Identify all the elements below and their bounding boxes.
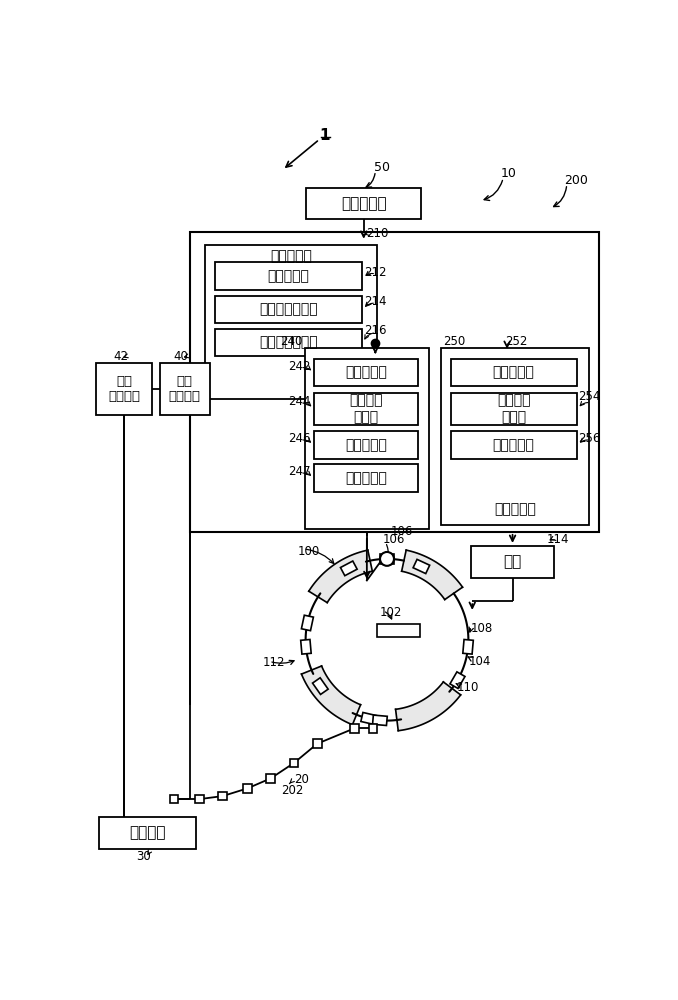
Text: 244: 244 — [287, 395, 311, 408]
FancyBboxPatch shape — [170, 795, 178, 803]
Bar — [372, 715, 387, 725]
Text: 42: 42 — [113, 350, 128, 363]
FancyBboxPatch shape — [351, 724, 359, 733]
Text: 256: 256 — [578, 432, 601, 445]
Polygon shape — [401, 550, 462, 600]
Text: 114: 114 — [546, 533, 569, 546]
FancyBboxPatch shape — [451, 431, 577, 459]
Text: 112: 112 — [263, 656, 285, 669]
FancyBboxPatch shape — [215, 329, 362, 356]
FancyBboxPatch shape — [290, 759, 298, 767]
FancyBboxPatch shape — [96, 363, 152, 415]
Text: 电源: 电源 — [504, 554, 521, 569]
Text: 254: 254 — [578, 390, 601, 403]
FancyBboxPatch shape — [218, 792, 227, 800]
Text: 214: 214 — [365, 295, 387, 308]
FancyBboxPatch shape — [369, 724, 378, 733]
Text: 第三存储部: 第三存储部 — [493, 366, 535, 380]
Bar — [361, 712, 376, 725]
Text: 110: 110 — [457, 681, 479, 694]
FancyBboxPatch shape — [215, 262, 362, 290]
Text: 200: 200 — [563, 174, 588, 187]
Text: 第一时钟生成部: 第一时钟生成部 — [259, 302, 318, 316]
FancyBboxPatch shape — [471, 546, 555, 578]
Text: 102: 102 — [379, 606, 401, 619]
Text: 250: 250 — [443, 335, 465, 348]
Text: 第二存储部: 第二存储部 — [345, 366, 387, 380]
FancyBboxPatch shape — [215, 296, 362, 323]
FancyBboxPatch shape — [306, 188, 421, 219]
Text: 106: 106 — [383, 533, 405, 546]
Bar — [463, 639, 473, 654]
Polygon shape — [308, 550, 372, 603]
FancyBboxPatch shape — [314, 359, 418, 386]
Text: 照射装置: 照射装置 — [129, 826, 165, 841]
Bar — [340, 561, 357, 576]
FancyBboxPatch shape — [190, 232, 599, 532]
Bar — [450, 672, 465, 688]
FancyBboxPatch shape — [205, 245, 377, 399]
Text: 第二时钟生成部: 第二时钟生成部 — [259, 336, 318, 350]
FancyBboxPatch shape — [441, 348, 589, 525]
Bar — [380, 554, 394, 564]
Bar — [313, 678, 328, 694]
Text: 40: 40 — [174, 350, 188, 363]
Text: 电源控制部: 电源控制部 — [494, 503, 536, 517]
Text: 时机控制部: 时机控制部 — [270, 249, 312, 263]
Text: 高频放大器: 高频放大器 — [345, 471, 387, 485]
Text: 计算机系统: 计算机系统 — [341, 196, 386, 211]
Text: 242: 242 — [287, 360, 311, 373]
Text: 246: 246 — [287, 432, 311, 445]
Polygon shape — [302, 666, 361, 725]
FancyBboxPatch shape — [451, 359, 577, 386]
FancyBboxPatch shape — [314, 431, 418, 459]
FancyBboxPatch shape — [451, 393, 577, 425]
Text: 第一存储部: 第一存储部 — [268, 269, 310, 283]
Text: 212: 212 — [365, 266, 387, 279]
Text: 30: 30 — [137, 850, 151, 863]
FancyBboxPatch shape — [313, 739, 321, 748]
Text: 1: 1 — [320, 128, 330, 143]
FancyBboxPatch shape — [305, 348, 429, 529]
Bar — [413, 559, 430, 574]
Text: 210: 210 — [366, 227, 388, 240]
FancyBboxPatch shape — [378, 624, 420, 637]
Text: 10: 10 — [501, 167, 517, 180]
Text: 100: 100 — [298, 545, 320, 558]
FancyBboxPatch shape — [99, 817, 195, 849]
Text: 50: 50 — [374, 161, 390, 174]
Text: 第二输出部: 第二输出部 — [493, 438, 535, 452]
FancyBboxPatch shape — [195, 795, 203, 803]
FancyBboxPatch shape — [266, 774, 275, 783]
Text: 第一输出部: 第一输出部 — [345, 438, 387, 452]
Text: 104: 104 — [468, 655, 491, 668]
Text: 252: 252 — [505, 335, 527, 348]
Text: 247: 247 — [287, 465, 311, 478]
Text: 高频信号
生成部: 高频信号 生成部 — [349, 394, 383, 424]
Bar — [301, 639, 311, 654]
Circle shape — [380, 552, 394, 566]
Text: 240: 240 — [280, 335, 302, 348]
FancyBboxPatch shape — [160, 363, 210, 415]
FancyBboxPatch shape — [243, 784, 252, 793]
Text: 202: 202 — [281, 784, 303, 797]
Text: 电流信号
生成部: 电流信号 生成部 — [497, 394, 530, 424]
Text: 108: 108 — [471, 622, 493, 635]
FancyBboxPatch shape — [314, 393, 418, 425]
Text: 216: 216 — [365, 324, 387, 337]
Text: 20: 20 — [294, 773, 309, 786]
Text: 出射
控制装置: 出射 控制装置 — [169, 375, 201, 403]
Bar — [302, 615, 313, 631]
Text: 照射
控制装置: 照射 控制装置 — [108, 375, 140, 403]
Text: 106: 106 — [391, 525, 414, 538]
FancyBboxPatch shape — [314, 464, 418, 492]
Polygon shape — [395, 682, 460, 731]
